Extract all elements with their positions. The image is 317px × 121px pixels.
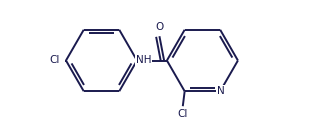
Text: O: O bbox=[155, 22, 164, 32]
Text: N: N bbox=[217, 86, 225, 96]
Text: Cl: Cl bbox=[178, 109, 188, 119]
Text: NH: NH bbox=[136, 56, 151, 65]
Text: Cl: Cl bbox=[49, 56, 60, 65]
